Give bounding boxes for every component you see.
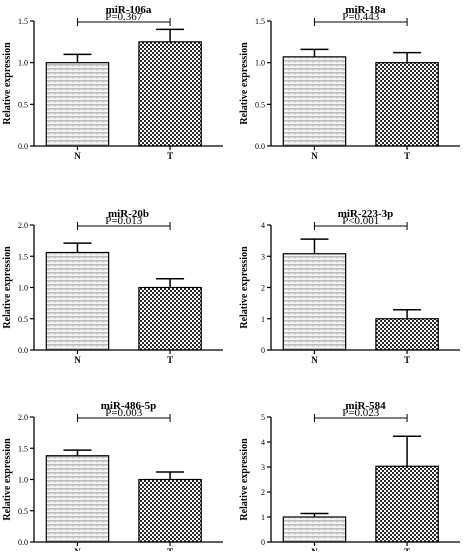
y-tick-label: 2 [261,488,265,497]
y-tick-label: 1.5 [255,17,265,26]
x-tick-label: N [311,355,318,365]
bar-N [45,251,110,351]
x-tick-label: N [74,151,81,161]
chart-title: miR-106a [106,4,152,16]
x-tick-label: N [74,355,81,365]
p-value-label: P=0.023 [342,407,380,419]
y-tick-label: 0.5 [255,100,265,109]
y-tick-label: 0.5 [18,100,28,109]
chart-title: miR-223-3p [338,208,394,220]
y-tick-label: 1.5 [18,444,28,453]
y-tick-label: 0.5 [18,507,28,516]
y-tick-label: 1.0 [18,284,28,293]
y-tick-label: 2.0 [18,413,28,422]
y-axis-label: Relative expression [239,42,250,125]
y-axis-label: Relative expression [2,42,13,125]
y-tick-label: 1.0 [18,59,28,68]
p-value-label: P=0.013 [105,215,143,227]
chart-panel-6: miR-584 Relative expression N T 0 1 2 3 4 5 P=0.02… [239,400,460,556]
p-value-label: P<0.001 [342,215,379,227]
y-tick-label: 3 [261,252,265,261]
chart-panel-4: miR-223-3p Relative expression N T 0 1 2 3 4 P<0.… [239,208,460,365]
chart-title: miR-18a [345,4,386,16]
chart-title: miR-584 [345,400,386,412]
x-tick-label: T [167,355,173,365]
chart-panel-3: miR-20b Relative expression N T 0.0 0.5 1.0 1.5… [2,208,223,365]
bar-N [45,62,110,147]
y-tick-label: 4 [261,221,265,230]
bar-T [138,286,202,351]
bar-N [45,455,110,543]
y-tick-label: 1 [261,513,265,522]
p-value-label: P=0.003 [105,407,143,419]
bar-N [282,56,347,147]
y-tick-label: 2.0 [18,221,28,230]
y-tick-label: 1.0 [255,59,265,68]
y-tick-label: 2 [261,284,265,293]
y-axis-label: Relative expression [2,246,13,329]
bar-N [282,253,347,351]
y-tick-label: 3 [261,463,265,472]
bar-N [282,516,347,543]
p-value-label: P=0.443 [342,11,380,23]
chart-panel-1: miR-106a Relative expression N T 0.0 0.5 1.0 1.… [2,4,223,161]
y-tick-label: 0.0 [18,142,28,151]
x-tick-label: T [404,355,410,365]
bar-T [375,62,439,147]
bar-T [375,318,439,351]
y-tick-label: 0.0 [18,346,28,355]
x-tick-label: T [404,547,410,551]
bar-T [138,478,202,543]
x-tick-label: N [311,151,318,161]
chart-panel-2: miR-18a Relative expression N T 0.0 0.5 1.0 1.5… [239,4,460,161]
y-tick-label: 0.0 [255,142,265,151]
y-tick-label: 1.5 [18,252,28,261]
y-axis-label: Relative expression [239,246,250,329]
chart-title: miR-20b [108,208,149,220]
y-axis-label: Relative expression [2,438,13,521]
bar-T [138,41,202,147]
y-axis-label: Relative expression [239,438,250,521]
y-tick-label: 0 [261,538,265,547]
y-tick-label: 0.0 [18,538,28,547]
y-tick-label: 0.5 [18,315,28,324]
x-tick-label: N [74,547,81,551]
y-tick-label: 4 [261,438,265,447]
y-tick-label: 0 [261,346,265,355]
y-tick-label: 1 [261,315,265,324]
chart-panel-5: miR-486-5p Relative expression N T 0.0 0.5 1.0… [2,400,223,556]
bar-T [375,465,439,543]
p-value-label: P=0.367 [105,11,143,23]
chart-title: miR-486-5p [101,400,157,412]
y-tick-label: 1.5 [18,17,28,26]
x-tick-label: N [311,547,318,551]
x-tick-label: T [404,151,410,161]
x-tick-label: T [167,547,173,551]
y-tick-label: 5 [261,413,265,422]
y-tick-label: 1.0 [18,476,28,485]
x-tick-label: T [167,151,173,161]
